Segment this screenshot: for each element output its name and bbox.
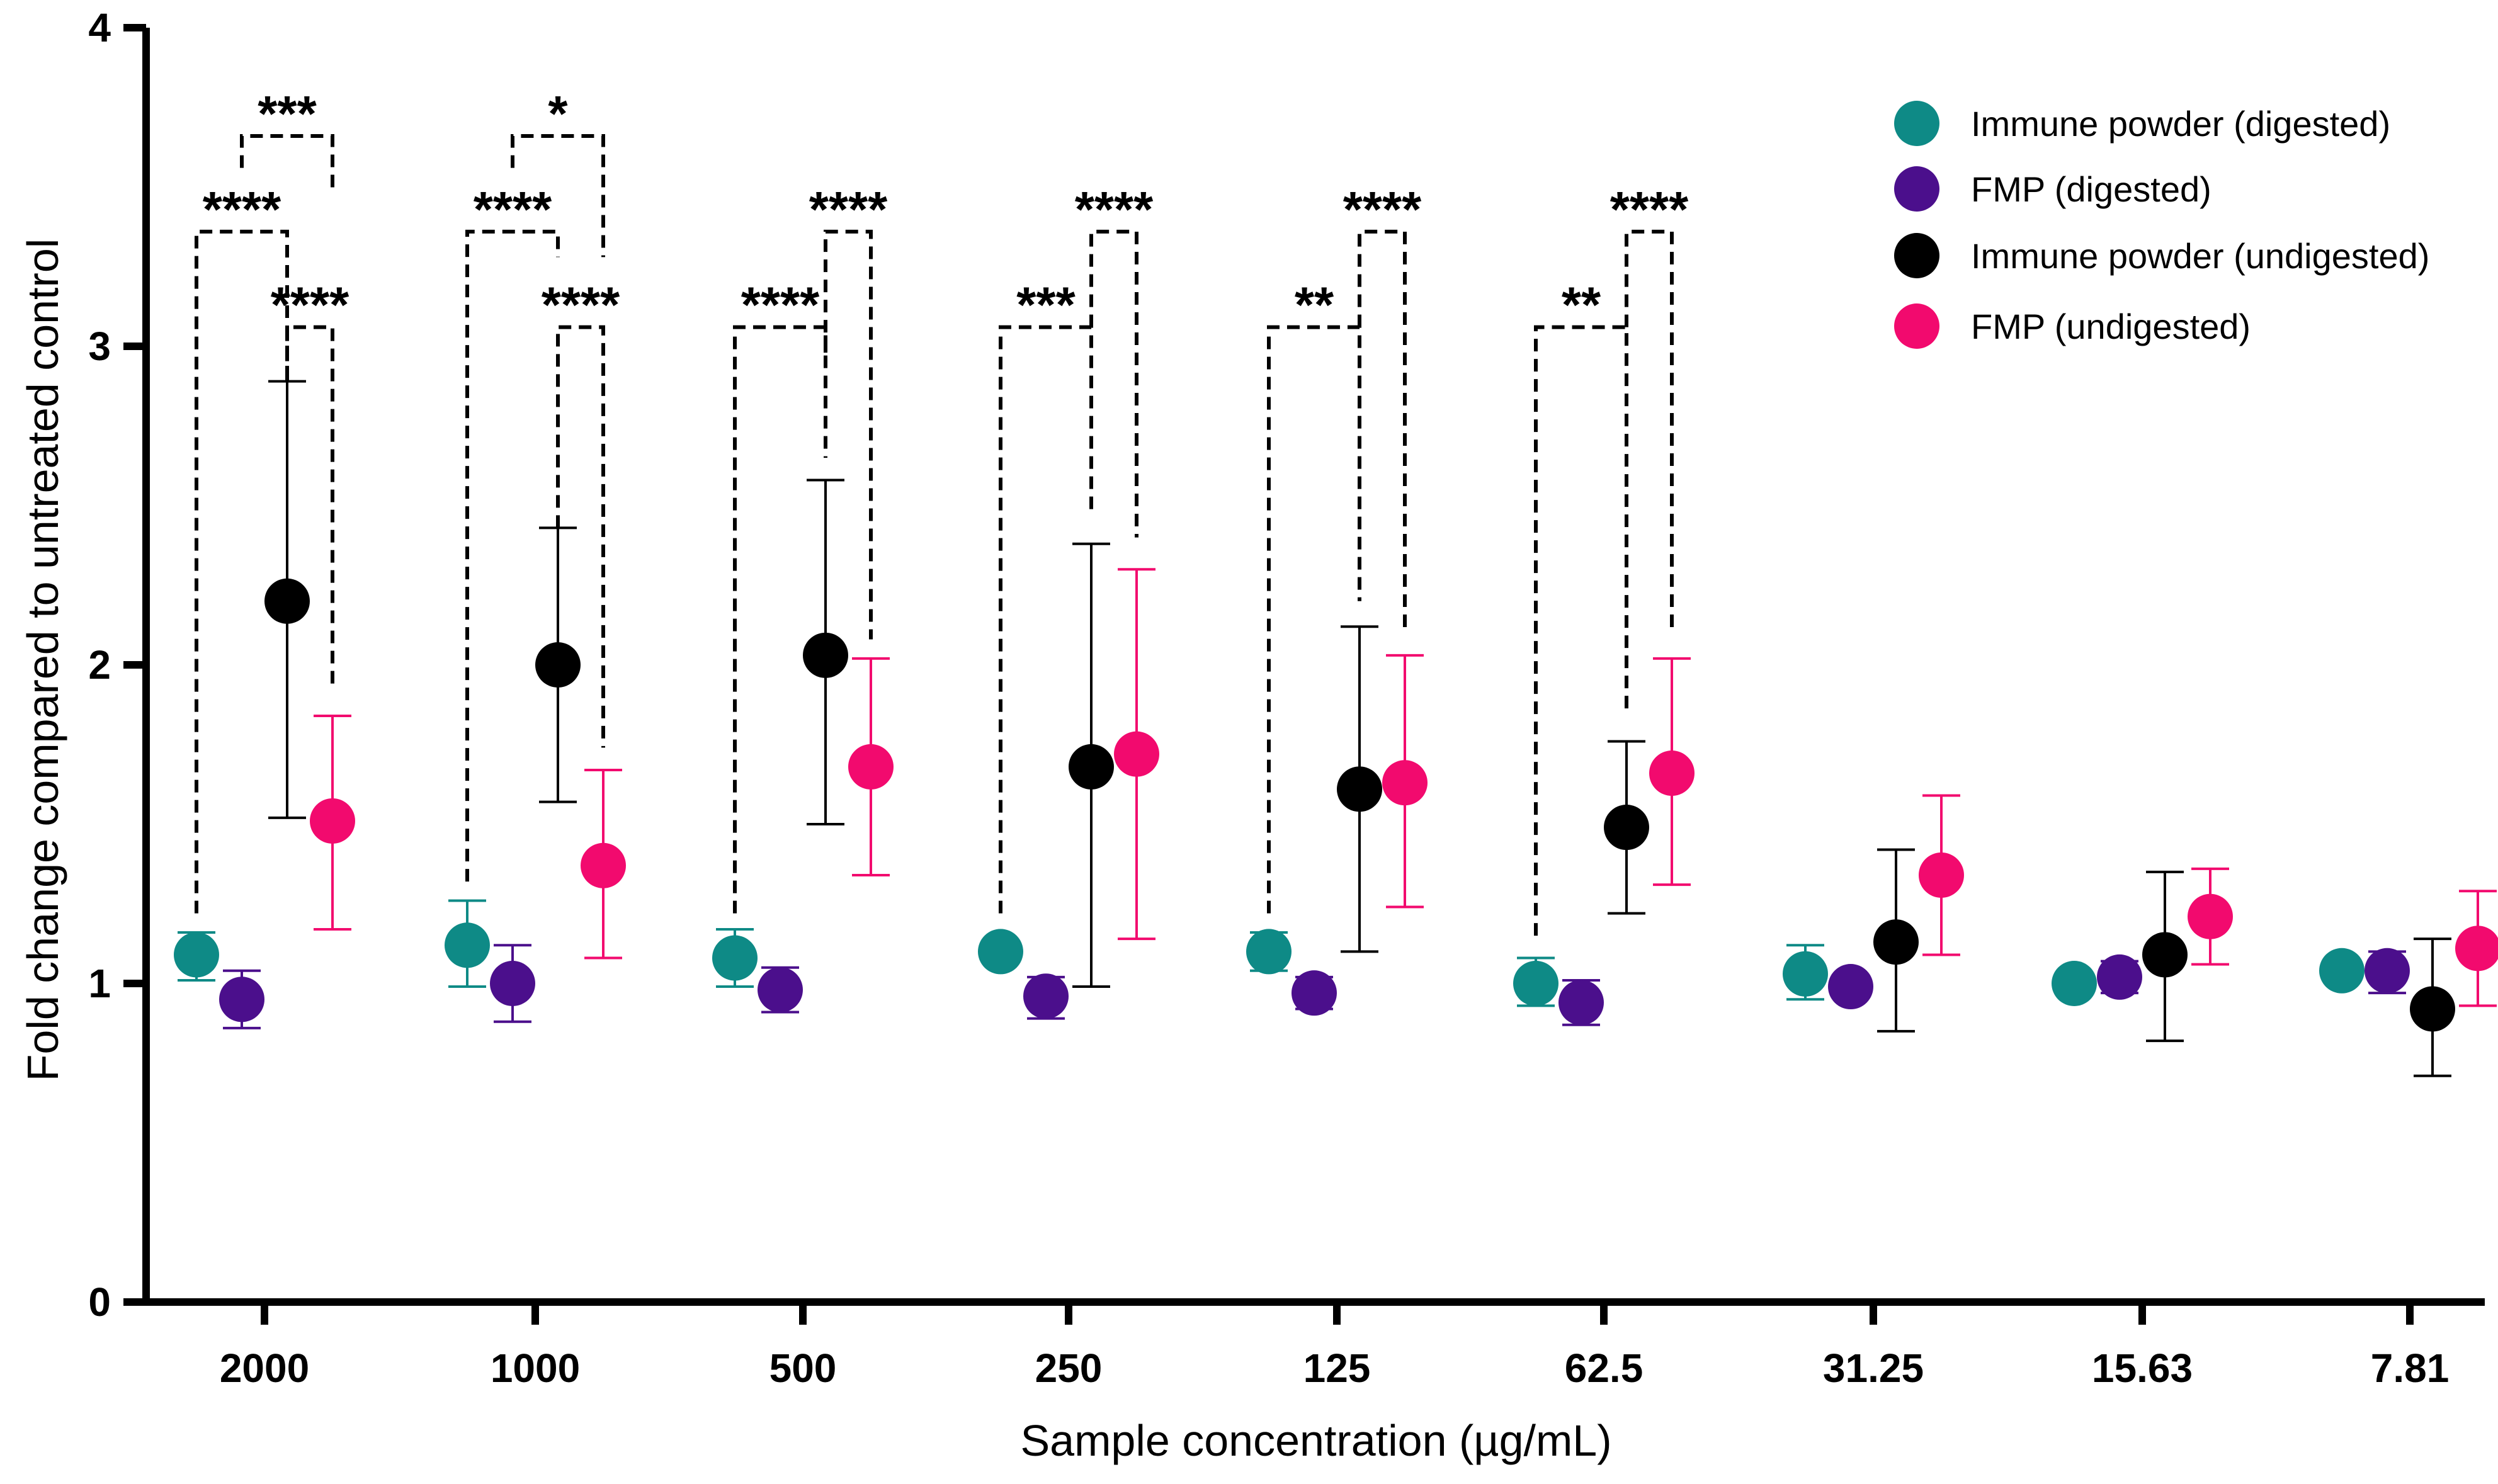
significance-label: ** <box>1562 277 1601 333</box>
data-point <box>1337 766 1382 812</box>
data-point <box>1604 805 1649 851</box>
legend-label: Immune powder (undigested) <box>1971 236 2429 276</box>
significance-bracket: **** <box>733 277 827 914</box>
data-point <box>1246 929 1292 975</box>
data-point <box>758 967 803 1013</box>
significance-bracket: ** <box>1267 277 1361 914</box>
x-tick-label: 500 <box>769 1345 837 1391</box>
y-tick-label: 1 <box>88 961 111 1006</box>
data-point <box>1069 744 1114 790</box>
significance-bracket: * <box>511 86 605 258</box>
data-point <box>1873 919 1919 965</box>
x-tick-label: 125 <box>1303 1345 1371 1391</box>
y-tick-label: 0 <box>88 1279 111 1325</box>
data-point <box>581 842 626 888</box>
data-point <box>2455 926 2498 971</box>
significance-label: **** <box>542 277 620 333</box>
legend-label: FMP (undigested) <box>1971 307 2251 346</box>
data-point <box>2365 948 2410 994</box>
y-axis-title: Fold change compared to untreated contro… <box>18 239 67 1082</box>
data-point <box>2188 893 2233 939</box>
x-tick-label: 15.63 <box>2092 1345 2193 1391</box>
data-point <box>264 578 310 624</box>
data-point <box>490 961 535 1006</box>
data-point <box>2410 986 2455 1032</box>
data-point <box>1382 760 1428 806</box>
legend-marker <box>1894 166 1939 212</box>
x-ticks: 2000 1000 500 250 125 62.5 31.25 15.63 7.81 <box>220 1302 2449 1391</box>
significance-label: **** <box>1343 181 1422 237</box>
data-point <box>445 922 490 968</box>
legend-item: FMP (undigested) <box>1894 303 2251 349</box>
data-point <box>978 929 1023 975</box>
significance-bracket: **** <box>542 277 620 748</box>
y-tick-label: 2 <box>88 642 111 688</box>
legend-marker <box>1894 101 1939 146</box>
legend-item: Immune powder (digested) <box>1894 101 2390 146</box>
data-point <box>1023 973 1069 1019</box>
data-point <box>1114 731 1159 777</box>
significance-label: ** <box>1295 277 1334 333</box>
y-ticks: 0 1 2 3 4 <box>88 5 146 1325</box>
legend: Immune powder (digested) FMP (digested) Im… <box>1894 101 2429 349</box>
significance-label: **** <box>474 181 552 237</box>
significance-label: **** <box>809 181 888 237</box>
significance-bracket: **** <box>271 277 349 691</box>
significance-label: *** <box>1016 277 1076 333</box>
data-point <box>848 744 894 790</box>
data-point <box>1558 980 1604 1026</box>
significance-bracket: ** <box>1534 277 1628 936</box>
x-tick-label: 1000 <box>491 1345 580 1391</box>
data-point <box>2052 961 2097 1006</box>
data-point <box>803 632 848 678</box>
data-points <box>174 578 2498 1032</box>
data-point <box>535 642 581 688</box>
significance-label: * <box>548 86 568 142</box>
significance-bracket: **** <box>1343 181 1422 633</box>
y-tick-label: 4 <box>88 5 111 50</box>
legend-marker <box>1894 233 1939 278</box>
data-point <box>712 935 758 981</box>
significance-bracket: *** <box>240 86 334 194</box>
significance-bracket: **** <box>1610 181 1689 633</box>
legend-label: FMP (digested) <box>1971 169 2211 209</box>
significance-label: **** <box>203 181 281 237</box>
data-point <box>1828 964 1873 1010</box>
data-point <box>1783 951 1828 997</box>
significance-brackets: ****************************************… <box>195 86 1689 936</box>
data-point <box>2142 932 2188 978</box>
significance-label: **** <box>271 277 349 333</box>
legend-marker <box>1894 303 1939 349</box>
data-point <box>1513 961 1558 1006</box>
legend-item: FMP (digested) <box>1894 166 2211 212</box>
x-tick-label: 250 <box>1035 1345 1103 1391</box>
significance-bracket: *** <box>999 277 1093 914</box>
legend-label: Immune powder (digested) <box>1971 104 2390 144</box>
data-point <box>2097 954 2142 1000</box>
significance-label: **** <box>741 277 820 333</box>
data-point <box>219 977 264 1022</box>
x-tick-label: 31.25 <box>1823 1345 1924 1391</box>
legend-item: Immune powder (undigested) <box>1894 233 2429 278</box>
significance-bracket: **** <box>1075 181 1154 538</box>
significance-bracket: **** <box>195 181 289 914</box>
data-point <box>2319 948 2365 994</box>
x-axis-title: Sample concentration (µg/mL) <box>1020 1416 1611 1465</box>
significance-label: **** <box>1075 181 1154 237</box>
data-point <box>1292 970 1337 1016</box>
significance-bracket: **** <box>809 181 888 640</box>
significance-label: **** <box>1610 181 1689 237</box>
data-point <box>1919 852 1964 898</box>
x-tick-label: 62.5 <box>1565 1345 1644 1391</box>
significance-label: *** <box>258 86 317 142</box>
x-tick-label: 2000 <box>220 1345 309 1391</box>
data-point <box>174 932 219 978</box>
x-tick-label: 7.81 <box>2371 1345 2450 1391</box>
significance-bracket: **** <box>465 181 560 882</box>
data-point <box>1649 750 1695 796</box>
data-point <box>310 798 355 844</box>
y-tick-label: 3 <box>88 324 111 369</box>
